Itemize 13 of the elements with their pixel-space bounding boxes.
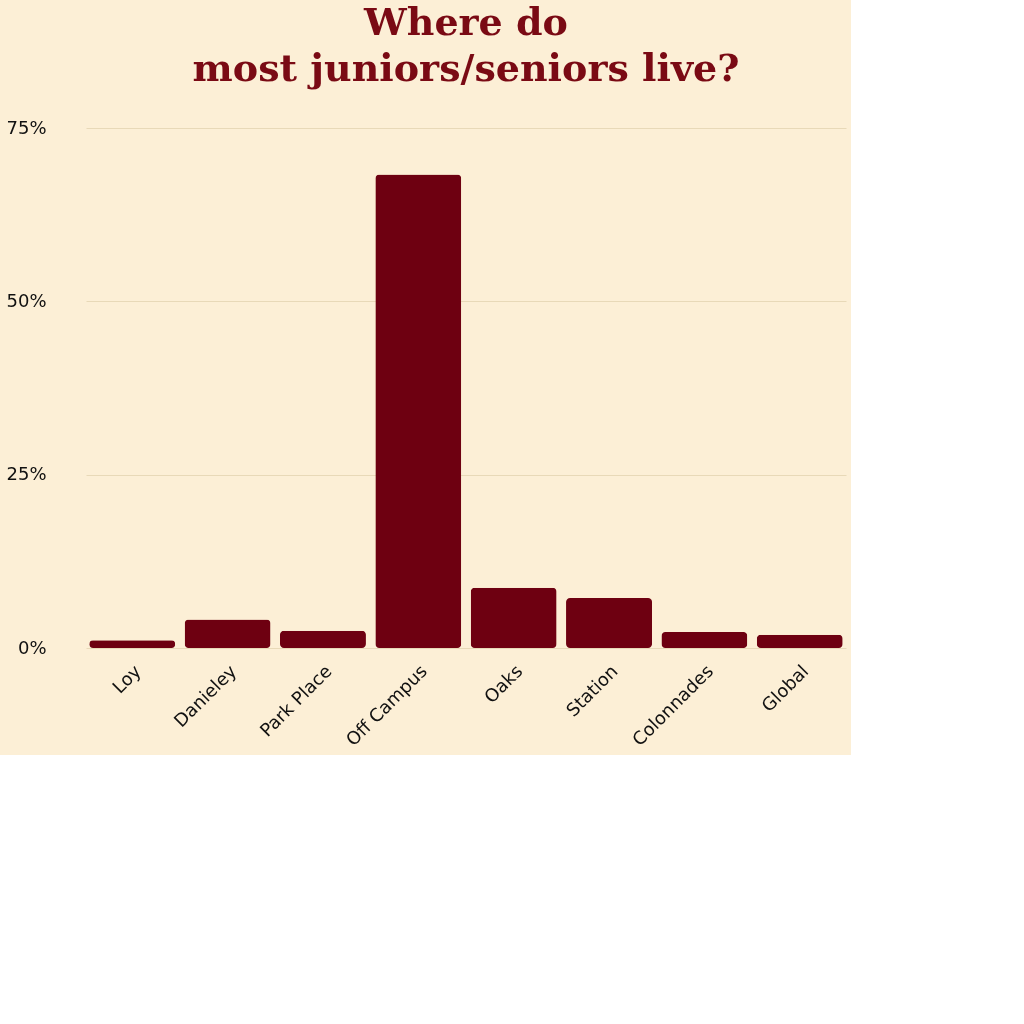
y-tick-label: 0% [17, 636, 47, 658]
x-tick-label: Loy [107, 660, 146, 698]
bar [661, 632, 748, 648]
bar [279, 630, 366, 648]
chart-title: Where do most juniors/seniors live? [192, 0, 740, 90]
bar [184, 619, 271, 648]
y-tick-label: 75% [6, 116, 47, 138]
bar [566, 598, 653, 648]
bar [756, 634, 843, 648]
bar [470, 587, 557, 648]
y-tick-label: 50% [6, 289, 47, 311]
bar [375, 174, 462, 648]
y-tick-label: 25% [6, 463, 47, 485]
